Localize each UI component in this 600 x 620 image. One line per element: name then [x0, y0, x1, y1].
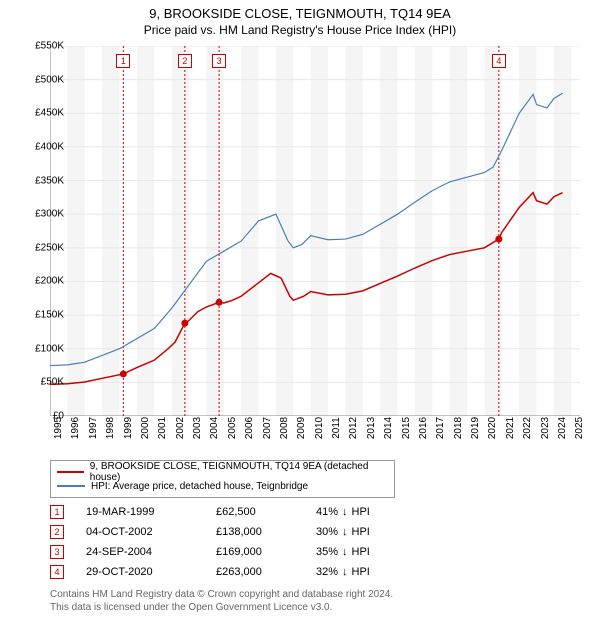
- x-tick-label: 2017: [435, 417, 446, 439]
- y-tick-label: £550K: [35, 41, 64, 52]
- legend-swatch: [57, 471, 84, 473]
- x-tick-label: 2010: [314, 417, 325, 439]
- x-tick-label: 1998: [105, 417, 116, 439]
- x-tick-label: 2025: [574, 417, 585, 439]
- down-arrow-icon: ↓: [342, 566, 348, 578]
- x-tick-label: 1996: [70, 417, 81, 439]
- chart-sale-marker-icon: 4: [492, 54, 506, 68]
- y-tick-label: £200K: [35, 276, 64, 287]
- legend-label: HPI: Average price, detached house, Teig…: [91, 481, 308, 492]
- table-row: 3 24-SEP-2004 £169,000 35%↓HPI: [50, 542, 396, 562]
- x-tick-label: 2005: [227, 417, 238, 439]
- sale-pct: 30%↓HPI: [316, 526, 396, 538]
- down-arrow-icon: ↓: [342, 506, 348, 518]
- x-tick-label: 2021: [505, 417, 516, 439]
- legend: 9, BROOKSIDE CLOSE, TEIGNMOUTH, TQ14 9EA…: [50, 460, 395, 498]
- x-tick-label: 1995: [53, 417, 64, 439]
- footer-attribution: Contains HM Land Registry data © Crown c…: [50, 588, 393, 614]
- x-tick-label: 2023: [540, 417, 551, 439]
- x-tick-label: 2011: [331, 417, 342, 439]
- x-tick-label: 2013: [366, 417, 377, 439]
- chart-area: [50, 46, 580, 416]
- x-tick-label: 2000: [140, 417, 151, 439]
- y-tick-label: £400K: [35, 141, 64, 152]
- chart-sale-marker-icon: 2: [178, 54, 192, 68]
- sale-marker-icon: 4: [50, 565, 64, 579]
- x-tick-label: 2022: [522, 417, 533, 439]
- down-arrow-icon: ↓: [342, 526, 348, 538]
- y-tick-label: £250K: [35, 242, 64, 253]
- sale-date: 19-MAR-1999: [86, 506, 216, 518]
- y-tick-label: £450K: [35, 108, 64, 119]
- sale-price: £138,000: [216, 526, 316, 538]
- sale-date: 04-OCT-2002: [86, 526, 216, 538]
- x-tick-label: 2003: [192, 417, 203, 439]
- x-tick-label: 1999: [123, 417, 134, 439]
- x-tick-label: 2001: [157, 417, 168, 439]
- sale-date: 24-SEP-2004: [86, 546, 216, 558]
- x-tick-label: 2020: [487, 417, 498, 439]
- x-tick-label: 2009: [296, 417, 307, 439]
- chart-svg: [50, 46, 580, 416]
- x-tick-label: 2007: [262, 417, 273, 439]
- sale-date: 29-OCT-2020: [86, 566, 216, 578]
- x-tick-label: 2016: [418, 417, 429, 439]
- x-tick-label: 2024: [557, 417, 568, 439]
- sale-price: £169,000: [216, 546, 316, 558]
- sale-pct: 41%↓HPI: [316, 506, 396, 518]
- sale-marker-icon: 3: [50, 545, 64, 559]
- chart-sale-marker-icon: 3: [212, 54, 226, 68]
- sale-pct: 32%↓HPI: [316, 566, 396, 578]
- y-tick-label: £300K: [35, 209, 64, 220]
- table-row: 2 04-OCT-2002 £138,000 30%↓HPI: [50, 522, 396, 542]
- table-row: 1 19-MAR-1999 £62,500 41%↓HPI: [50, 502, 396, 522]
- down-arrow-icon: ↓: [342, 546, 348, 558]
- sale-marker-icon: 2: [50, 525, 64, 539]
- x-tick-label: 2008: [279, 417, 290, 439]
- table-row: 4 29-OCT-2020 £263,000 32%↓HPI: [50, 562, 396, 582]
- sale-pct: 35%↓HPI: [316, 546, 396, 558]
- chart-sale-marker-icon: 1: [116, 54, 130, 68]
- y-tick-label: £150K: [35, 310, 64, 321]
- x-tick-label: 2012: [348, 417, 359, 439]
- sales-table: 1 19-MAR-1999 £62,500 41%↓HPI 2 04-OCT-2…: [50, 502, 396, 582]
- legend-row: 9, BROOKSIDE CLOSE, TEIGNMOUTH, TQ14 9EA…: [57, 465, 388, 479]
- x-tick-label: 2002: [175, 417, 186, 439]
- x-tick-label: 2014: [383, 417, 394, 439]
- sale-price: £62,500: [216, 506, 316, 518]
- sale-marker-icon: 1: [50, 505, 64, 519]
- y-tick-label: £50K: [41, 377, 64, 388]
- x-tick-label: 2004: [209, 417, 220, 439]
- legend-swatch: [57, 485, 85, 487]
- x-tick-label: 2006: [244, 417, 255, 439]
- chart-title: 9, BROOKSIDE CLOSE, TEIGNMOUTH, TQ14 9EA: [0, 0, 600, 21]
- x-tick-label: 2018: [453, 417, 464, 439]
- x-tick-label: 2015: [401, 417, 412, 439]
- chart-subtitle: Price paid vs. HM Land Registry's House …: [0, 21, 600, 37]
- x-tick-label: 2019: [470, 417, 481, 439]
- y-tick-label: £350K: [35, 175, 64, 186]
- sale-price: £263,000: [216, 566, 316, 578]
- y-tick-label: £100K: [35, 343, 64, 354]
- y-tick-label: £500K: [35, 74, 64, 85]
- x-tick-label: 1997: [88, 417, 99, 439]
